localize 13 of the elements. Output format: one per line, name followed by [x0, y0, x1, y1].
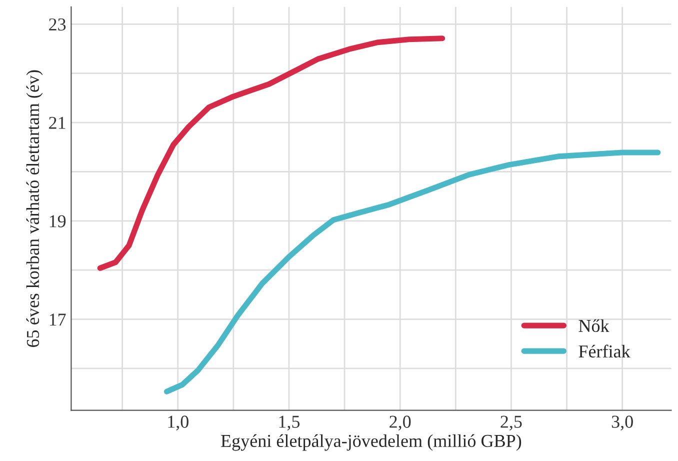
x-axis-title: Egyéni életpálya-jövedelem (millió GBP)	[221, 434, 522, 451]
x-tick-label: 3,0	[612, 416, 633, 430]
y-tick-label: 17	[50, 314, 66, 326]
y-tick-label: 23	[49, 18, 66, 31]
y-axis-title: 65 éves korban várható élettartam (év)	[26, 70, 43, 347]
x-tick-label: 2,5	[500, 416, 522, 430]
y-tick-label: 21	[49, 116, 66, 129]
legend-label: Nők	[578, 319, 610, 332]
legend-label: Férfiak	[578, 344, 630, 358]
x-tick-label: 2,0	[390, 416, 411, 430]
y-tick-label: 19	[50, 215, 66, 228]
x-tick-label: 1,5	[279, 416, 300, 430]
x-tick-label: 1,0	[168, 416, 188, 430]
